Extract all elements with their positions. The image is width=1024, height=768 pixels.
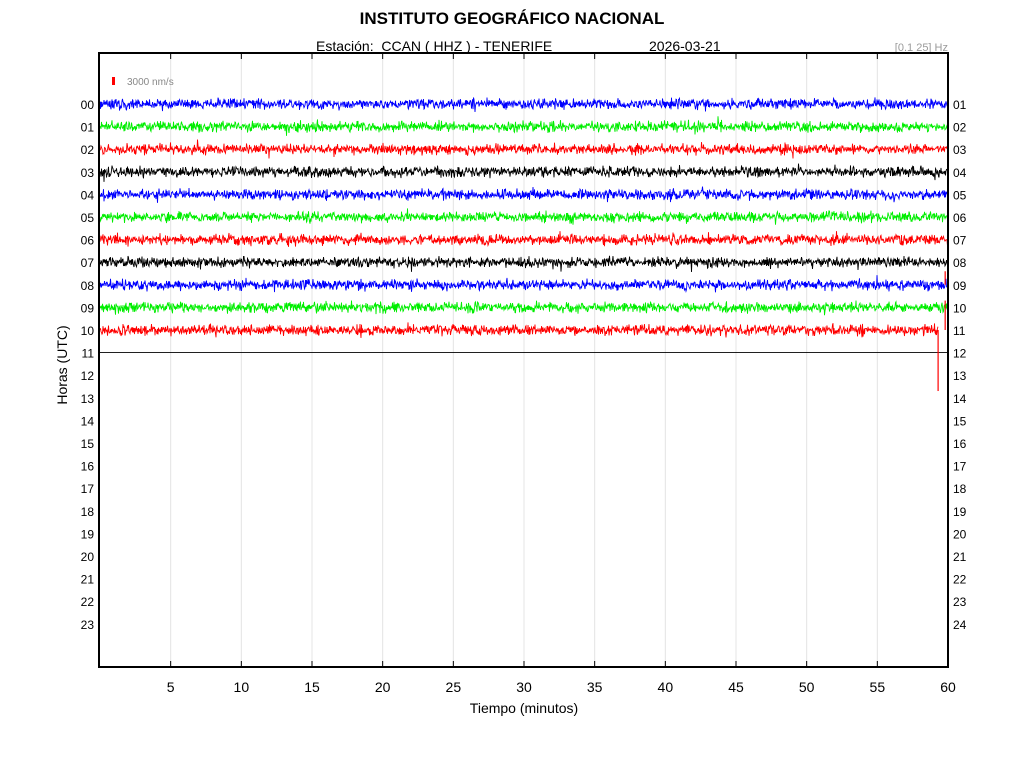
x-tick-label: 40 (658, 679, 674, 695)
hour-label-right: 18 (953, 482, 967, 496)
hour-label-right: 07 (953, 234, 967, 248)
hour-label-right: 15 (953, 414, 967, 428)
trace-hour-04 (99, 186, 949, 203)
hour-label-right: 21 (953, 550, 967, 564)
x-tick-labels: 5 10 15 20 25 30 35 40 45 50 55 60 (167, 679, 956, 695)
hour-label-right: 03 (953, 143, 967, 157)
filter-band-label: [0.1 25] Hz (894, 42, 948, 54)
hour-label-left: 19 (81, 527, 95, 541)
hour-label-left: 07 (81, 256, 95, 270)
hour-label-left: 08 (81, 279, 95, 293)
x-tick-label: 15 (304, 679, 320, 695)
hour-label-right: 13 (953, 369, 967, 383)
x-tick-label: 10 (234, 679, 250, 695)
scale-bar (112, 77, 115, 85)
x-tick-label: 50 (799, 679, 815, 695)
hour-label-left: 15 (81, 437, 95, 451)
hour-label-left: 04 (81, 188, 95, 202)
trace-hour-10 (99, 322, 939, 338)
trace-group (99, 96, 949, 354)
x-tick-label: 35 (587, 679, 603, 695)
chart-title: INSTITUTO GEOGRÁFICO NACIONAL (359, 9, 665, 28)
hour-label-left: 23 (81, 618, 95, 632)
hour-label-right: 19 (953, 505, 967, 519)
x-tick-label: 30 (516, 679, 532, 695)
hour-label-left: 13 (81, 392, 95, 406)
hour-label-left: 11 (82, 347, 95, 361)
hour-label-left: 05 (81, 211, 95, 225)
hour-label-left: 18 (81, 505, 95, 519)
x-tick-label: 55 (870, 679, 886, 695)
trace-hour-06 (99, 231, 949, 247)
station-subtitle: Estación: CCAN ( HHZ ) - TENERIFE (316, 38, 553, 54)
tick-group (170, 53, 949, 667)
hour-label-right: 12 (953, 347, 967, 361)
x-tick-label: 25 (446, 679, 462, 695)
hour-label-left: 14 (81, 414, 95, 428)
hour-label-right: 14 (953, 392, 967, 406)
hour-label-left: 22 (81, 595, 95, 609)
hour-label-right: 02 (953, 121, 967, 135)
hour-label-right: 06 (953, 211, 967, 225)
trace-hour-05 (99, 208, 949, 225)
hour-label-left: 00 (81, 98, 95, 112)
trace-hour-07 (99, 255, 949, 273)
hour-label-right: 09 (953, 279, 967, 293)
hour-label-left: 16 (81, 460, 95, 474)
hour-label-left: 09 (81, 301, 95, 315)
trace-hour-09 (99, 300, 949, 316)
trace-hour-00 (99, 96, 949, 113)
hour-label-left: 17 (81, 482, 95, 496)
hour-label-right: 10 (953, 301, 967, 315)
hour-label-right: 04 (953, 166, 967, 180)
x-axis-label: Tiempo (minutos) (469, 700, 579, 716)
x-tick-label: 45 (728, 679, 744, 695)
hour-label-left: 02 (81, 143, 95, 157)
hour-label-right: 11 (953, 324, 966, 338)
spike-group (937, 271, 946, 392)
hour-label-left: 06 (81, 234, 95, 248)
hour-label-right: 20 (953, 527, 967, 541)
chart-date: 2026-03-21 (649, 38, 721, 54)
grid-lines (170, 53, 878, 667)
trace-hour-08 (99, 275, 949, 293)
hour-label-right: 22 (953, 573, 967, 587)
x-tick-label: 20 (375, 679, 391, 695)
hour-label-left: 21 (81, 573, 95, 587)
right-hour-labels: 01 02 03 04 05 06 07 08 09 10 11 12 13 14 15 16 17 18 19 20… (953, 98, 967, 632)
scale-label: 3000 nm/s (127, 77, 174, 88)
hour-label-right: 17 (953, 460, 967, 474)
x-tick-label: 60 (940, 679, 956, 695)
hour-label-left: 01 (81, 121, 95, 135)
hour-label-right: 08 (953, 256, 967, 270)
hour-label-left: 10 (81, 324, 95, 338)
x-tick-label: 5 (167, 679, 175, 695)
left-hour-labels: 00 01 02 03 04 05 06 07 08 09 10 11 12 13 14 15 16 17 18 19… (81, 98, 95, 632)
trace-hour-02 (99, 139, 949, 159)
trace-hour-01 (99, 116, 949, 136)
hour-label-right: 23 (953, 595, 967, 609)
trace-hour-03 (99, 163, 949, 182)
hour-label-right: 05 (953, 188, 967, 202)
hour-label-right: 01 (953, 98, 967, 112)
hour-label-left: 12 (81, 369, 95, 383)
hour-label-right: 24 (953, 618, 967, 632)
hour-label-right: 16 (953, 437, 967, 451)
hour-label-left: 03 (81, 166, 95, 180)
hour-label-left: 20 (81, 550, 95, 564)
